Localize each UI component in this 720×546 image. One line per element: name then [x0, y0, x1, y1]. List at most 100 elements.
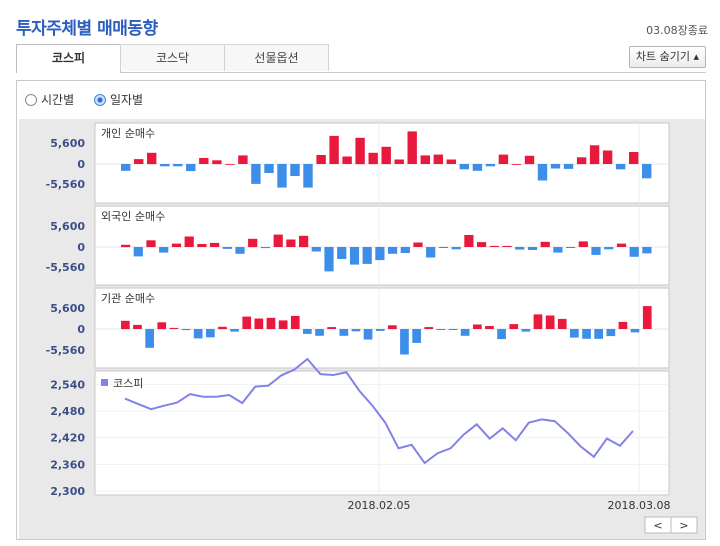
bar-0-26	[459, 164, 469, 170]
bar-0-29	[498, 154, 509, 164]
bar-2-23	[400, 329, 409, 355]
bar-0-4	[173, 164, 183, 167]
bar-2-3	[157, 322, 167, 330]
bar-0-37	[602, 150, 613, 164]
bar-0-6	[199, 158, 209, 164]
bar-1-34	[553, 247, 563, 253]
bar-0-15	[316, 155, 326, 164]
bar-0-12	[277, 164, 287, 188]
bar-0-1	[134, 159, 144, 164]
bar-2-15	[303, 329, 312, 334]
bar-0-22	[407, 131, 417, 164]
bar-2-39	[594, 329, 603, 339]
bar-2-0	[121, 320, 130, 330]
tab-kospi[interactable]: 코스피	[16, 44, 121, 73]
hide-chart-button[interactable]: 차트 숨기기 ▴	[628, 46, 706, 68]
bar-0-10	[251, 164, 261, 184]
bar-1-16	[324, 247, 334, 272]
bar-2-42	[630, 329, 640, 333]
bar-2-7	[206, 329, 215, 338]
legend-swatch	[101, 379, 108, 386]
ytick-label-2-2: -5,560	[46, 344, 86, 357]
bar-2-37	[570, 329, 579, 338]
bar-0-0	[121, 164, 131, 171]
bar-1-12	[273, 234, 283, 247]
tab-kosdaq[interactable]: 코스닥	[120, 44, 225, 71]
radio-hourly[interactable]: 시간별	[25, 91, 74, 108]
bar-2-6	[193, 329, 203, 339]
ytick-label-2-0: 5,600	[50, 302, 85, 315]
bar-1-30	[502, 245, 512, 247]
radio-hourly-circle	[25, 94, 37, 106]
ytick-label-1-0: 5,600	[50, 220, 85, 233]
bar-0-11	[264, 164, 274, 173]
bar-1-9	[235, 247, 245, 254]
line-panel-bg	[94, 370, 670, 496]
bar-2-19	[351, 329, 361, 332]
bar-0-16	[329, 135, 339, 164]
radio-daily-circle	[93, 94, 106, 106]
bar-0-33	[550, 164, 561, 169]
bar-1-28	[477, 242, 487, 247]
bar-2-14	[290, 315, 300, 329]
bar-0-36	[589, 145, 600, 165]
bar-1-13	[286, 239, 296, 247]
bar-2-20	[363, 329, 373, 340]
ytick-label-line-1: 2,480	[50, 405, 85, 418]
bar-1-4	[171, 243, 182, 247]
bar-0-14	[303, 164, 313, 188]
bar-1-38	[604, 247, 614, 250]
next-page-icon: >	[679, 519, 688, 532]
market-status: 03.08장종료	[646, 24, 708, 37]
bar-2-2	[145, 329, 154, 348]
chart-panel: 시간별 일자별 개인 순매수 5,600 0 -5,560 외국인 순매수 5,600 0 -…	[16, 80, 706, 540]
bar-2-30	[485, 326, 494, 329]
bar-2-38	[582, 329, 591, 339]
bar-2-34	[533, 314, 543, 329]
ytick-label-1-2: -5,560	[46, 261, 86, 274]
bar-1-32	[527, 247, 538, 250]
ytick-label-1-1: 0	[77, 241, 85, 254]
bar-0-17	[342, 156, 352, 164]
radio-daily-label: 일자별	[109, 93, 144, 107]
bar-0-23	[420, 155, 430, 164]
bar-1-10	[248, 238, 258, 248]
bar-2-12	[266, 317, 276, 330]
radio-daily[interactable]: 일자별	[93, 91, 144, 108]
bar-2-24	[412, 329, 421, 343]
period-radio-group: 시간별 일자별	[25, 91, 159, 108]
bar-0-13	[290, 164, 300, 176]
bar-1-11	[260, 247, 271, 249]
kospi-line	[124, 357, 634, 465]
bar-1-41	[642, 247, 652, 254]
radio-hourly-label: 시간별	[41, 93, 75, 107]
bar-0-39	[629, 152, 639, 164]
bar-1-36	[578, 241, 588, 247]
tab-futures-options[interactable]: 선물옵션	[224, 44, 329, 71]
bar-1-0	[121, 244, 131, 248]
legend-label: 코스피	[113, 377, 143, 390]
bar-1-37	[591, 247, 601, 255]
bar-2-13	[278, 320, 288, 329]
bar-2-41	[618, 321, 628, 329]
bar-2-1	[133, 324, 142, 329]
bar-1-26	[451, 247, 461, 250]
bar-0-24	[433, 154, 443, 164]
bar-2-40	[606, 329, 616, 337]
bar-2-31	[497, 329, 506, 340]
bar-0-8	[225, 164, 235, 165]
ytick-label-2-1: 0	[77, 323, 85, 336]
bar-2-9	[230, 329, 239, 332]
bar-1-27	[464, 235, 474, 247]
next-page-button[interactable]	[670, 516, 698, 534]
ytick-label-0-1: 0	[77, 158, 85, 171]
bar-2-10	[242, 316, 252, 329]
bar-0-9	[238, 155, 248, 164]
bar-2-33	[521, 329, 531, 332]
bar-0-25	[446, 159, 456, 164]
bar-1-15	[311, 247, 321, 252]
bar-1-2	[146, 240, 156, 248]
bar-0-40	[642, 164, 652, 179]
bar-2-32	[509, 324, 519, 329]
bar-2-36	[557, 318, 567, 329]
